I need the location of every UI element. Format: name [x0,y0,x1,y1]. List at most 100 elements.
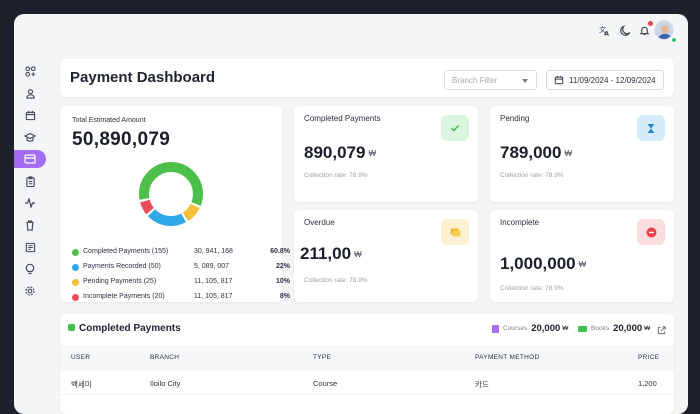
col-type[interactable]: TYPE [313,354,332,361]
legend-swatch [72,279,79,286]
branch-filter-placeholder: Branch Filter [452,76,498,85]
credit-card-icon [24,154,36,164]
branch-filter-select[interactable]: Branch Filter [444,70,537,90]
collection-rate: Collection rate: 78.9% [500,285,564,292]
cell-price: 1,200 [638,379,657,388]
stat-title: Overdue [304,218,335,227]
total-amount-value: 50,890,079 [72,129,171,150]
legend-label: Pending Payments (25) [83,278,157,285]
legend-label: Completed Payments (155) [83,248,169,255]
clipboard-icon [25,175,35,187]
sidebar-item-users[interactable] [20,84,40,102]
legend-amount: 5, 089, 007 [194,263,230,270]
sidebar-item-trash[interactable] [20,216,40,234]
date-range-text: 11/09/2024 - 12/09/2024 [569,76,656,85]
completed-payments-card: Completed Payments 890,079 ₩ Collection r… [294,106,478,202]
sidebar-item-reports[interactable] [20,172,40,190]
sidebar-item-news[interactable] [20,238,40,256]
total-amount-label: Total Estimated Amount [72,117,146,124]
card-icon [441,219,469,245]
chevron-down-icon [522,79,528,83]
stat-title: Incomplete [500,218,540,227]
dashboard-icon [24,65,36,77]
collection-rate: Collection rate: 78.9% [304,277,368,284]
sidebar-item-activity[interactable] [20,194,40,212]
cell-payment-method: 카드 [475,380,489,389]
stat-title: Pending [500,114,530,123]
legend-percent: 10% [275,278,290,285]
sidebar-item-payments[interactable] [14,150,46,168]
calendar-icon [25,110,35,120]
table-title: Completed Payments [68,323,181,334]
course-icon [492,324,499,333]
check-icon [441,115,469,141]
table-row[interactable]: 백세미 Iloilo City Course 카드 1,200 [60,371,674,395]
external-link-icon[interactable] [657,322,666,340]
payments-donut-chart [139,162,203,226]
completed-payments-table-card: Completed Payments Courses 20,000 ₩ Books 2… [60,314,674,414]
sidebar-item-courses[interactable] [20,128,40,146]
col-payment-method[interactable]: PAYMENT METHOD [475,354,540,361]
bell-icon[interactable] [637,21,653,37]
overdue-card: Overdue 211,00 ₩ Collection rate: 78.9% [294,210,478,302]
date-range-picker[interactable]: 11/09/2024 - 12/09/2024 [546,70,664,90]
trash-icon [26,219,34,231]
collection-rate: Collection rate: 78.9% [500,172,564,179]
legend-label: Incomplete Payments (20) [83,293,165,300]
total-amount-card: Total Estimated Amount 50,890,079 Comple… [60,106,290,302]
page-title: Payment Dashboard [70,69,216,86]
book-icon [578,325,587,332]
legend-amount: 11, 105, 817 [194,278,233,285]
donut-slice-payments-recorded [139,162,203,226]
table-header: USER BRANCH TYPE PAYMENT METHOD PRICE [60,345,674,371]
donut-slice-completed-payments [139,162,203,226]
stat-value: 1,000,000 ₩ [500,254,587,273]
legend-label: Payments Recorded (50) [83,263,161,270]
sidebar-item-dashboard[interactable] [20,62,40,80]
col-user[interactable]: USER [71,354,91,361]
minus-circle-icon [637,219,665,245]
sidebar-item-calendar[interactable] [20,106,40,124]
sidebar-item-ideas[interactable] [20,260,40,278]
notification-dot [648,21,653,26]
incomplete-card: Incomplete 1,000,000 ₩ Collection rate: 7… [490,210,674,302]
sidebar-item-settings[interactable] [20,282,40,300]
stat-value: 890,079 ₩ [304,143,377,162]
legend-percent: 22% [275,263,290,270]
svg-text:文: 文 [599,25,606,34]
lightbulb-icon [25,263,35,275]
cell-type: Course [313,379,338,388]
online-status-dot [671,37,677,43]
courses-summary: Courses 20,000 ₩ [492,323,568,334]
legend-swatch [72,264,79,271]
stat-title: Completed Payments [304,114,381,123]
settings-icon [25,286,35,296]
activity-icon [25,198,35,208]
graduation-cap-icon [24,132,36,142]
legend-amount: 11, 105, 817 [194,293,233,300]
page-header: Payment Dashboard Branch Filter 11/09/20… [60,59,674,97]
collection-rate: Collection rate: 78.9% [304,172,368,179]
legend-amount: 30, 941, 168 [194,248,233,255]
pending-card: Pending 789,000 ₩ Collection rate: 78.9% [490,106,674,202]
stat-value: 211,00 ₩ [300,244,362,263]
user-icon [25,88,35,99]
user-avatar[interactable] [654,20,674,40]
cell-user: 백세미 [71,380,92,389]
legend-swatch [72,249,79,256]
legend-percent: 8% [279,293,290,300]
books-summary: Books 20,000 ₩ [578,323,650,334]
svg-text:A: A [604,30,609,37]
col-branch[interactable]: BRANCH [150,354,180,361]
cell-branch: Iloilo City [150,379,181,388]
col-price[interactable]: PRICE [638,354,660,361]
moon-icon[interactable] [618,23,632,37]
hourglass-icon [637,115,665,141]
calendar-icon [554,75,564,85]
legend-swatch [72,294,79,301]
legend-percent: 60.8% [270,248,290,255]
status-dot [68,324,75,331]
